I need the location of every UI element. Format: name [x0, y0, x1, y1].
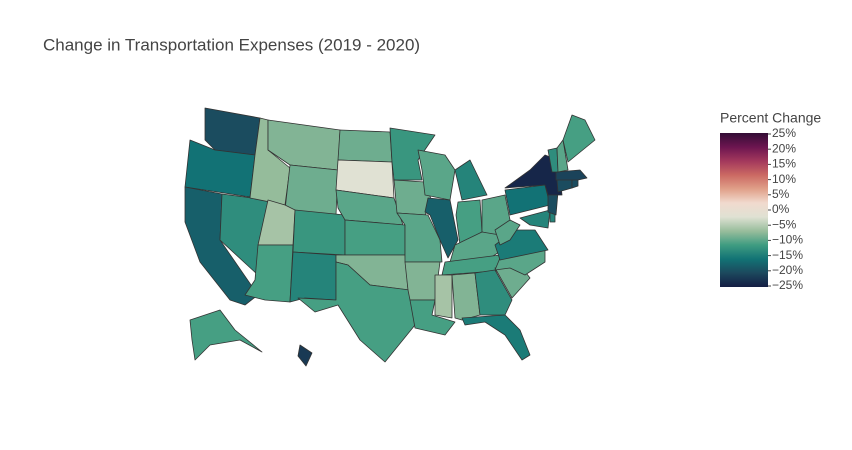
- state: [519, 209, 551, 229]
- state: [289, 251, 337, 303]
- colorbar-tick-label: 20%: [772, 141, 796, 155]
- state: [297, 344, 313, 367]
- colorbar-tick-label: 10%: [772, 172, 796, 186]
- state: [555, 169, 588, 181]
- chart-title: Change in Transportation Expenses (2019 …: [43, 35, 420, 54]
- state: [556, 139, 569, 173]
- state: [474, 269, 513, 316]
- state: [424, 197, 459, 259]
- colorbar-tick-label: −15%: [772, 248, 803, 262]
- state: [396, 212, 443, 263]
- colorbar-tick-label: −20%: [772, 263, 803, 277]
- state: [389, 127, 436, 181]
- state: [204, 107, 261, 156]
- state: [297, 261, 416, 363]
- state: [461, 314, 531, 361]
- colorbar-tick-label: 0%: [772, 202, 790, 216]
- colorbar-title: Percent Change: [720, 110, 821, 126]
- state: [292, 209, 346, 256]
- state: [337, 129, 393, 163]
- colorbar-tick-label: −10%: [772, 233, 803, 247]
- colorbar-tick-label: −5%: [772, 217, 797, 231]
- state: [434, 274, 453, 319]
- colorbar-tick-label: −25%: [772, 278, 803, 292]
- state: [562, 114, 596, 163]
- state: [454, 159, 488, 201]
- state: [189, 309, 263, 361]
- state: [494, 219, 521, 246]
- state: [504, 184, 551, 216]
- colorbar-tick-label: 5%: [772, 187, 790, 201]
- state: [344, 219, 406, 256]
- colorbar-tick-label: 25%: [772, 126, 796, 140]
- colorbar: [720, 133, 768, 287]
- state: [284, 164, 339, 216]
- colorbar-tick-label: 15%: [772, 157, 796, 171]
